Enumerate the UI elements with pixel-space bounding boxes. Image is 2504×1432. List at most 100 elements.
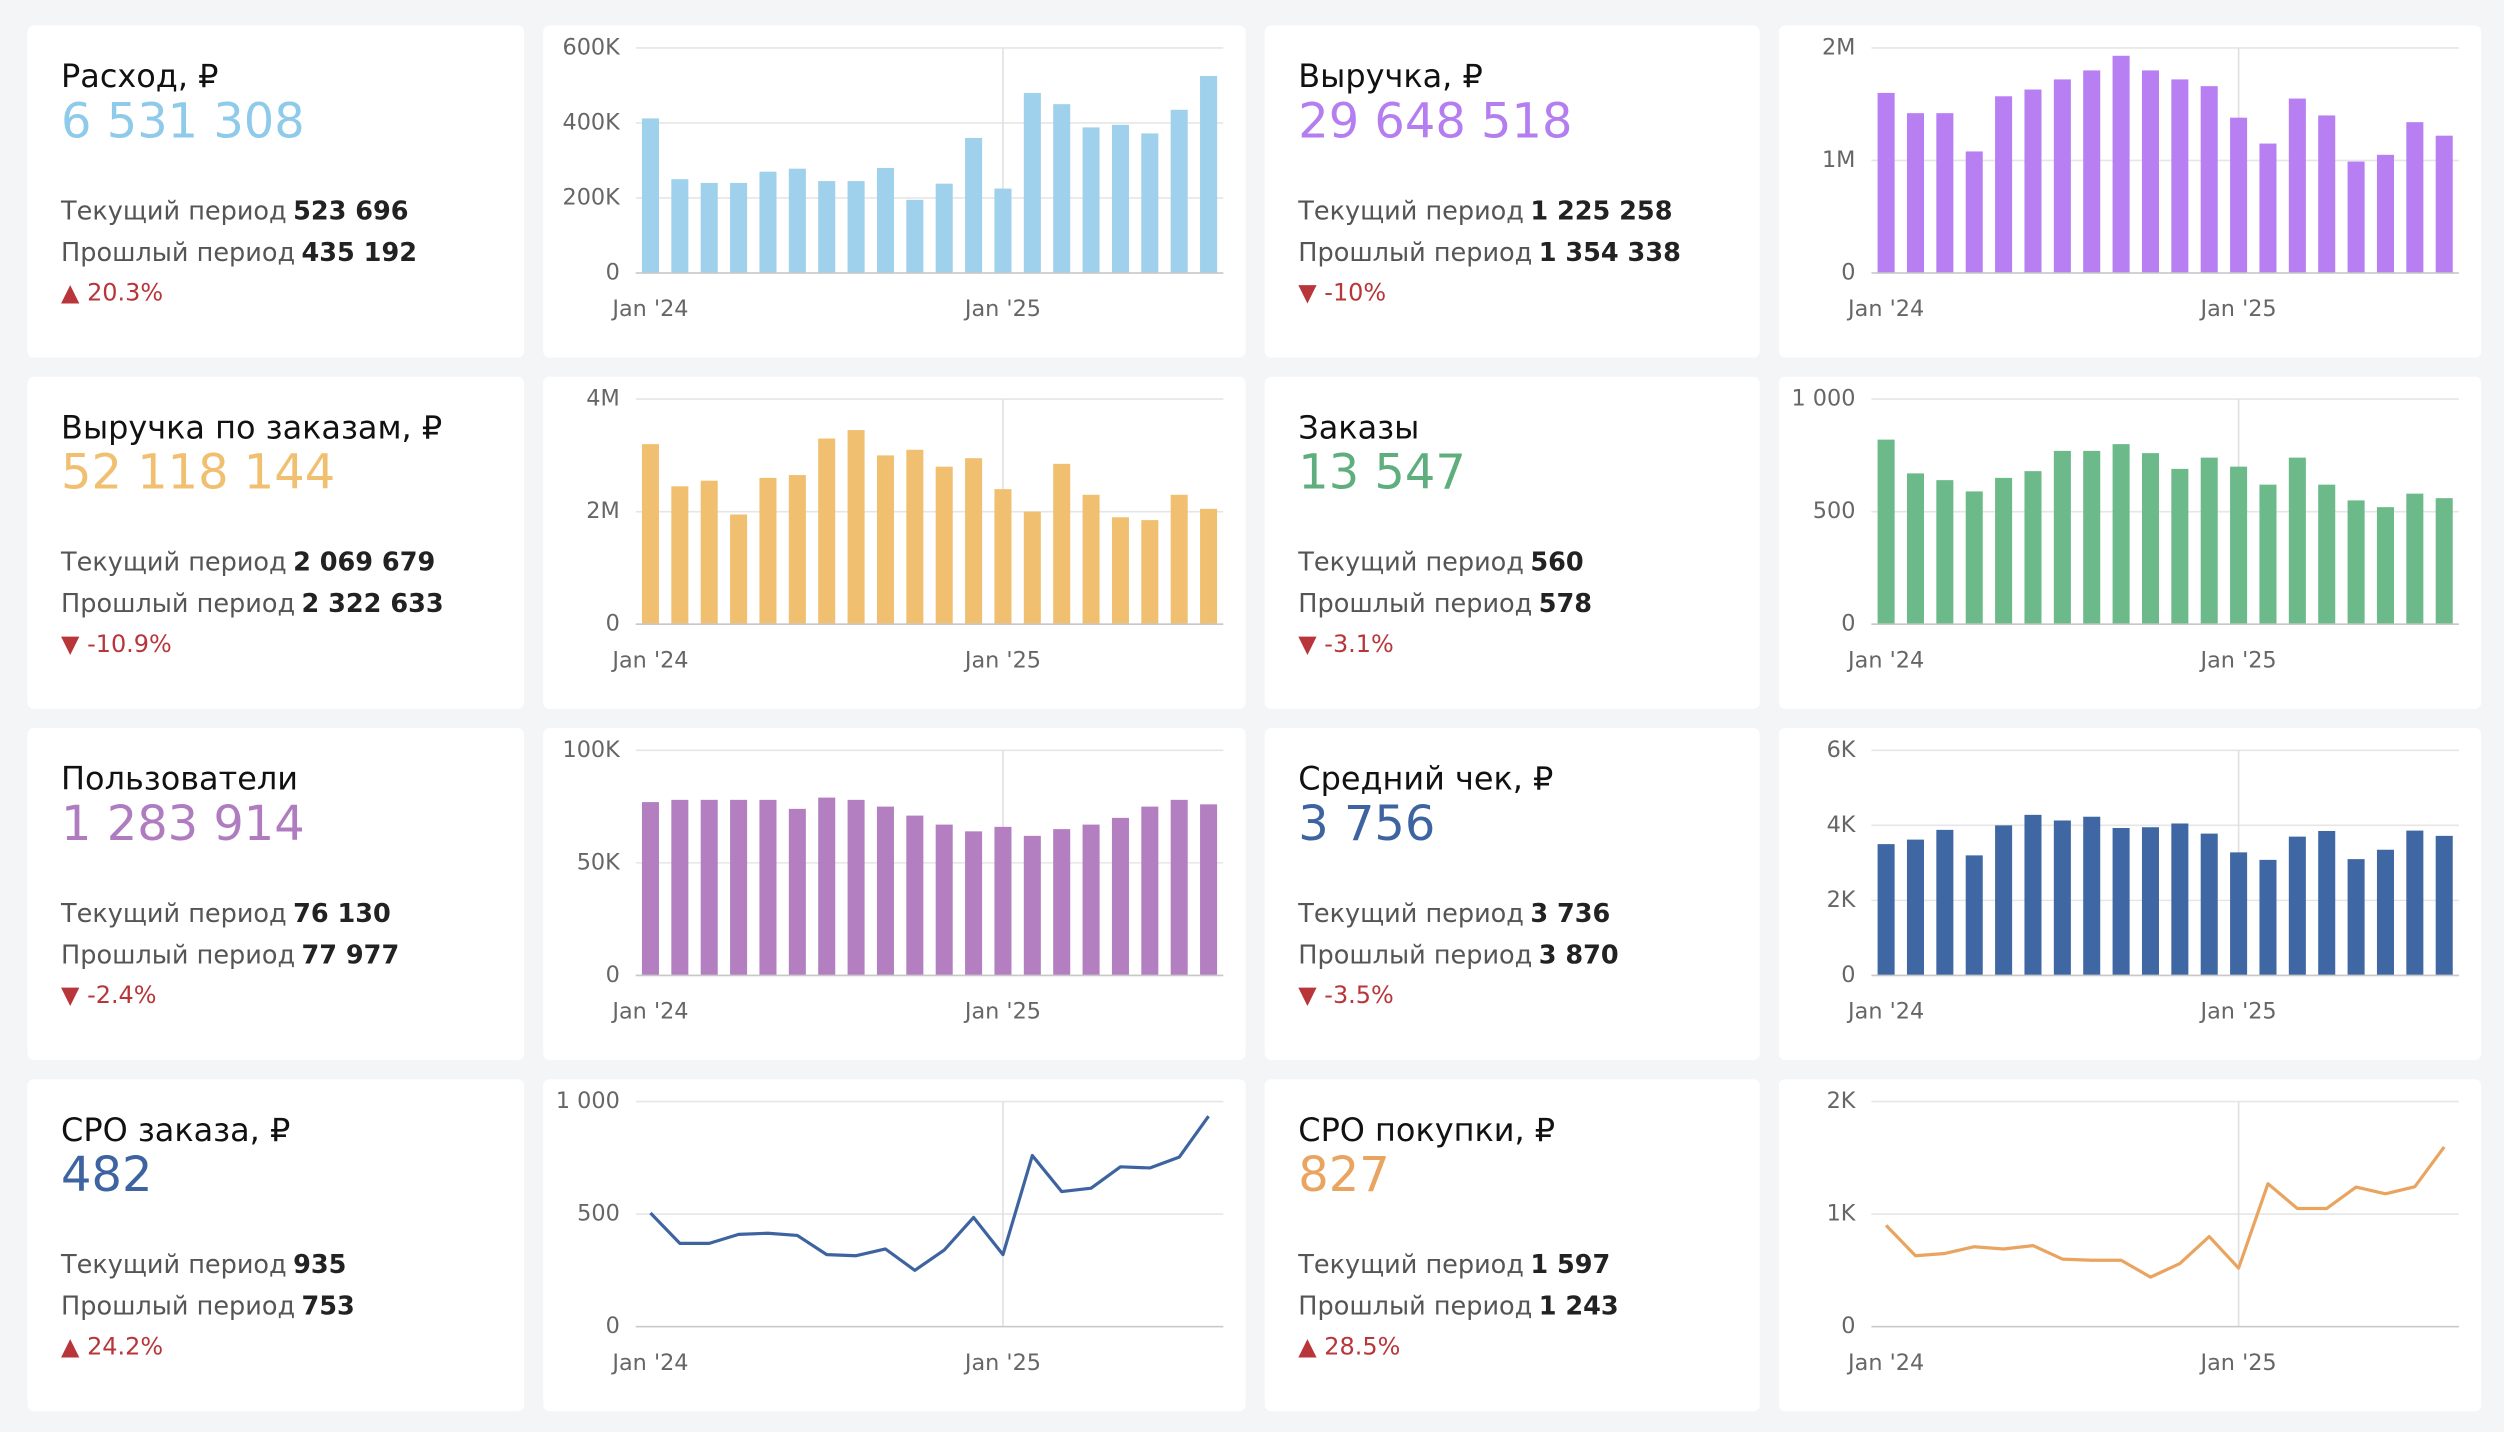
x-tick-label: Jan '25	[963, 1350, 1041, 1376]
period-value: 1 597	[1530, 1250, 1610, 1280]
bar	[2435, 135, 2453, 273]
bar	[2053, 79, 2071, 273]
bar	[1111, 817, 1129, 976]
line	[1884, 1145, 2446, 1279]
bar	[2171, 823, 2189, 976]
period-label: Текущий период	[60, 899, 287, 929]
y-tick-label: 1 000	[556, 1088, 620, 1114]
kpi-card	[27, 1079, 525, 1412]
x-tick-label: Jan '25	[2199, 296, 2277, 322]
x-tick-label: Jan '24	[610, 296, 688, 322]
y-tick-label: 0	[1841, 1313, 1855, 1339]
bar	[1170, 109, 1188, 273]
bar	[1906, 839, 1924, 976]
bar	[2347, 859, 2365, 976]
bar	[1053, 463, 1071, 625]
period-label: Текущий период	[1297, 1250, 1524, 1280]
bar	[2347, 161, 2365, 273]
period-label: Текущий период	[60, 1250, 287, 1280]
period-value: 1 354 338	[1539, 238, 1681, 268]
x-tick-label: Jan '24	[1846, 647, 1924, 673]
bar	[700, 182, 718, 273]
x-tick-label: Jan '24	[610, 647, 688, 673]
bar	[2435, 835, 2453, 976]
bar	[1936, 480, 1954, 625]
bar	[935, 824, 953, 976]
line	[649, 1115, 1210, 1272]
bar	[1965, 151, 1983, 273]
x-tick-label: Jan '25	[963, 296, 1041, 322]
y-tick-label: 100K	[563, 737, 622, 763]
bar	[2435, 498, 2453, 625]
kpi-period: Прошлый период 1 354 338	[1298, 238, 1681, 268]
kpi-title: Пользователи	[61, 760, 298, 798]
y-tick-label: 4K	[1827, 812, 1857, 838]
period-value: 1 243	[1539, 1291, 1619, 1321]
y-tick-label: 2M	[586, 498, 619, 524]
bar	[1141, 133, 1159, 273]
bar	[641, 444, 659, 625]
bar	[2083, 816, 2101, 976]
kpi-value: 1 283 914	[61, 797, 305, 852]
bar	[965, 137, 983, 273]
period-value: 2 322 633	[301, 589, 443, 619]
period-value: 560	[1530, 548, 1583, 578]
x-tick-label: Jan '25	[963, 647, 1041, 673]
kpi-change: ▲ 20.3%	[61, 279, 163, 307]
bar	[2259, 859, 2277, 976]
y-tick-label: 2M	[1822, 34, 1856, 60]
bar	[2141, 827, 2159, 976]
kpi-value: 52 118 144	[61, 446, 335, 501]
bar	[906, 449, 924, 625]
bar	[1877, 844, 1895, 976]
bar	[730, 514, 748, 625]
period-label: Прошлый период	[61, 589, 295, 619]
kpi-period: Текущий период 935	[60, 1250, 346, 1280]
bar	[1111, 517, 1129, 625]
bar	[906, 199, 924, 273]
bar	[2406, 122, 2424, 273]
period-value: 1 225 258	[1530, 196, 1672, 226]
chart-card	[1778, 727, 2482, 1061]
bar	[1877, 92, 1895, 273]
kpi-title: Средний чек, ₽	[1298, 760, 1553, 798]
y-tick-label: 500	[577, 1201, 620, 1227]
bar	[2141, 70, 2159, 273]
bar	[1906, 473, 1924, 625]
bar	[1023, 835, 1041, 976]
bar	[1023, 511, 1041, 625]
kpi-period: Текущий период 560	[1297, 548, 1583, 578]
kpi-card	[27, 376, 525, 709]
bar	[1082, 127, 1100, 273]
bar	[847, 799, 865, 976]
bar	[2141, 453, 2159, 625]
bar	[2112, 827, 2130, 976]
y-tick-label: 1K	[1827, 1201, 1857, 1227]
bar	[994, 489, 1012, 625]
bar	[2259, 143, 2277, 273]
bar	[788, 168, 806, 273]
bar	[1995, 825, 2013, 976]
y-tick-label: 1M	[1822, 147, 1856, 173]
kpi-period: Текущий период 1 597	[1297, 1250, 1610, 1280]
bar	[2024, 814, 2042, 976]
kpi-value: 827	[1298, 1148, 1389, 1203]
kpi-value: 13 547	[1298, 446, 1466, 501]
bar	[1082, 824, 1100, 976]
period-label: Текущий период	[1297, 899, 1524, 929]
period-label: Прошлый период	[61, 940, 295, 970]
bar	[1906, 113, 1924, 273]
period-label: Текущий период	[1297, 196, 1524, 226]
bar	[2083, 70, 2101, 273]
bar	[994, 826, 1012, 976]
kpi-period: Прошлый период 435 192	[61, 238, 417, 268]
bar	[2024, 89, 2042, 273]
chart-card	[543, 376, 1246, 709]
kpi-period: Прошлый период 2 322 633	[61, 589, 444, 619]
kpi-change: ▲ 24.2%	[61, 1332, 163, 1360]
bar	[2288, 836, 2306, 976]
kpi-change: ▲ 28.5%	[1298, 1332, 1400, 1360]
bar	[1965, 855, 1983, 976]
kpi-period: Текущий период 2 069 679	[60, 548, 435, 578]
